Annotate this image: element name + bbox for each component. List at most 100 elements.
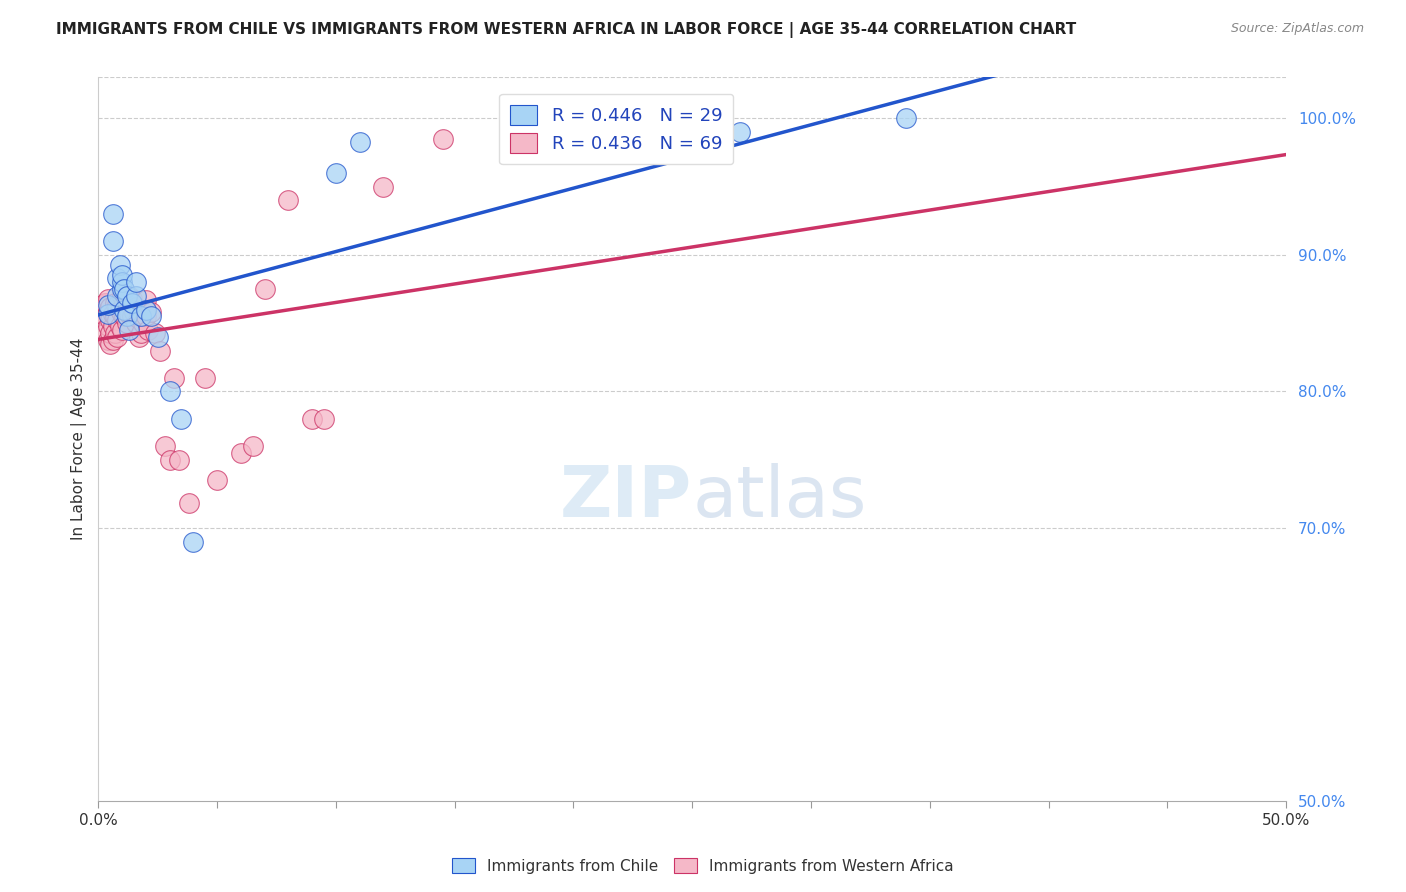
Point [101,333,124,347]
Point [111,323,134,337]
Text: Source: ZipAtlas.com: Source: ZipAtlas.com [1230,22,1364,36]
Point [104,310,127,324]
Point [125,316,148,330]
Point [98,336,121,351]
Point [97,318,120,333]
Point [118,323,141,337]
Point [101,235,124,249]
Point [94,326,117,340]
Point [125,275,148,289]
Point [111,289,134,303]
Point [135,310,157,324]
Point [115,316,138,330]
Point [105,289,128,303]
Point [128,312,150,326]
Point [118,307,141,321]
Point [129,310,152,324]
Point [129,326,152,340]
Text: ZIP: ZIP [560,463,692,532]
Point [97,305,120,319]
Point [98,300,121,314]
Point [167,452,190,467]
Point [121,310,143,324]
Point [104,326,127,340]
Point [194,371,217,385]
Y-axis label: In Labor Force | Age 35-44: In Labor Force | Age 35-44 [72,338,87,541]
Point [108,318,131,333]
Point [139,305,162,319]
Point [312,412,335,426]
Point [159,452,181,467]
Point [143,326,166,340]
Point [136,323,159,337]
Point [101,307,124,321]
Point [118,289,141,303]
Point [97,307,120,321]
Point [114,310,136,324]
Point [105,313,128,327]
Point [111,307,134,321]
Point [132,316,155,330]
Point [97,292,120,306]
Point [149,343,172,358]
Point [94,310,117,324]
Legend: Immigrants from Chile, Immigrants from Western Africa: Immigrants from Chile, Immigrants from W… [446,852,960,880]
Point [139,310,162,324]
Point [153,439,176,453]
Point [94,295,117,310]
Point [242,439,264,453]
Point [125,300,148,314]
Point [111,282,134,296]
Point [704,112,727,126]
Point [114,302,136,317]
Point [98,313,121,327]
Point [205,473,228,487]
Point [253,282,276,296]
Point [129,307,152,321]
Point [111,275,134,289]
Point [108,302,131,317]
Point [108,258,131,272]
Point [229,446,252,460]
Point [894,112,917,126]
Legend: R = 0.446   N = 29, R = 0.436   N = 69: R = 0.446 N = 29, R = 0.436 N = 69 [499,94,733,164]
Point [183,534,205,549]
Point [105,298,128,312]
Point [432,132,454,146]
Point [91,298,114,312]
Point [122,305,145,319]
Point [163,371,186,385]
Point [135,293,157,307]
Point [349,135,371,149]
Point [159,384,181,399]
Point [121,292,143,306]
Point [146,330,169,344]
Point [177,496,200,510]
Point [111,268,134,283]
Point [114,282,136,296]
Point [104,295,127,310]
Point [105,271,128,285]
Point [135,302,157,317]
Point [115,289,138,303]
Text: atlas: atlas [692,463,866,532]
Point [115,310,138,324]
Text: IMMIGRANTS FROM CHILE VS IMMIGRANTS FROM WESTERN AFRICA IN LABOR FORCE | AGE 35-: IMMIGRANTS FROM CHILE VS IMMIGRANTS FROM… [56,22,1077,38]
Point [91,307,114,321]
Point [101,318,124,333]
Point [98,326,121,340]
Point [277,194,299,208]
Point [97,333,120,347]
Point [128,330,150,344]
Point [114,295,136,310]
Point [125,289,148,303]
Point [301,412,323,426]
Point [101,207,124,221]
Point [97,298,120,312]
Point [115,300,138,314]
Point [373,179,395,194]
Point [728,125,751,139]
Point [170,412,193,426]
Point [325,166,347,180]
Point [105,330,128,344]
